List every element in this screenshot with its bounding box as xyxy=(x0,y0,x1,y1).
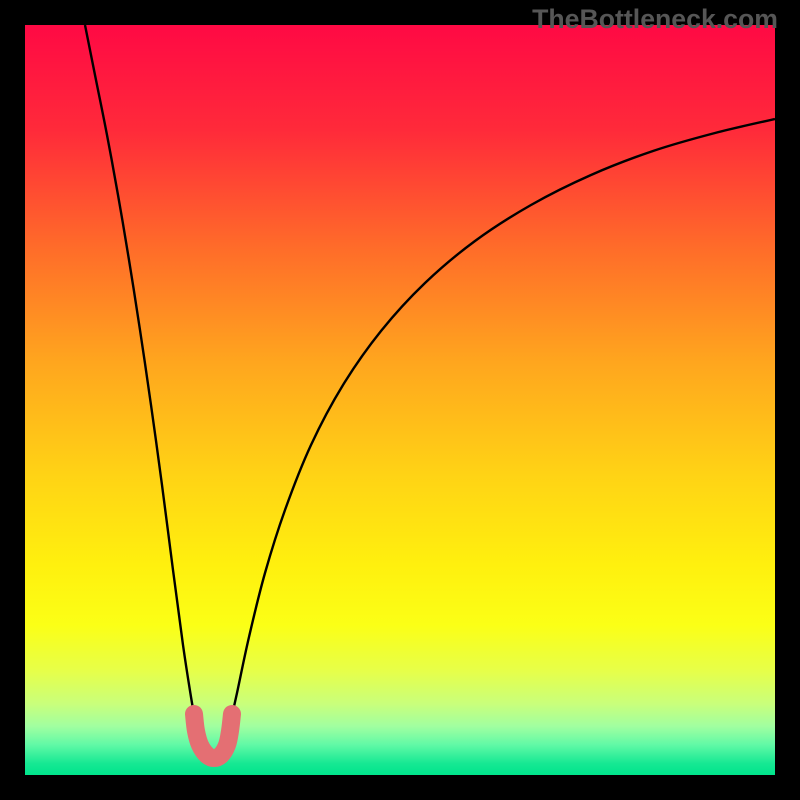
watermark-text: TheBottleneck.com xyxy=(532,4,778,35)
chart-stage: TheBottleneck.com xyxy=(0,0,800,800)
plot-background xyxy=(25,25,775,775)
chart-svg xyxy=(0,0,800,800)
